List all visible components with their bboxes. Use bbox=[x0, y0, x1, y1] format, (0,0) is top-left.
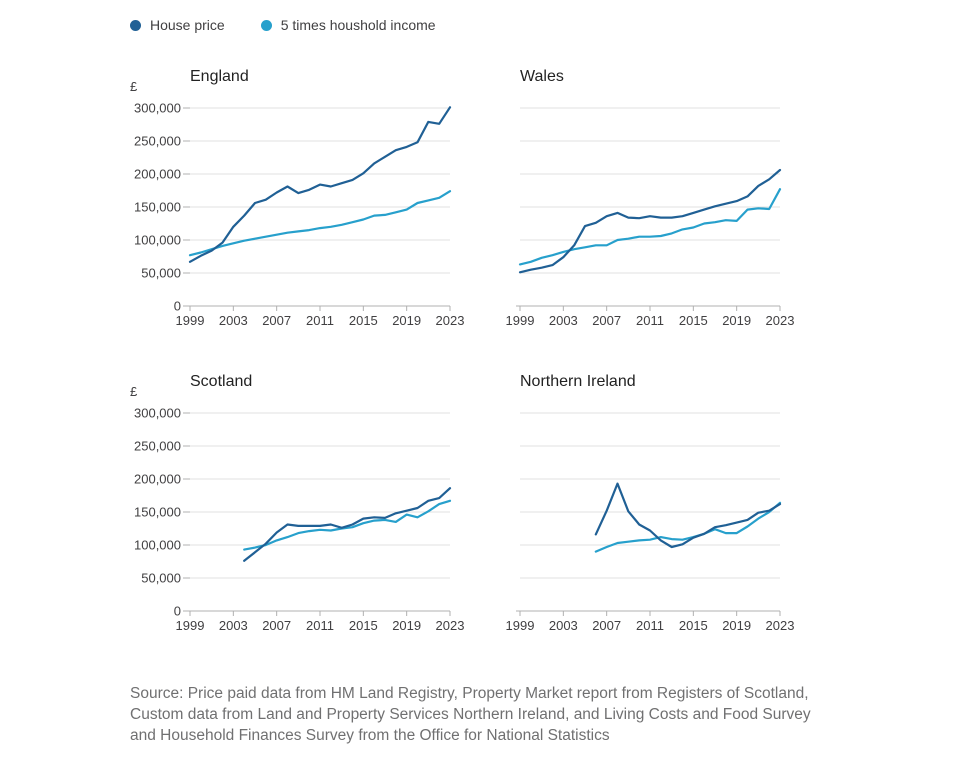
y-tick-label: 250,000 bbox=[134, 134, 181, 149]
x-tick-label: 2015 bbox=[679, 618, 708, 633]
panel-wales: Wales 1999 2003 2007 2011 2015 2019 2023 bbox=[506, 68, 795, 328]
legend-house-price-label: House price bbox=[150, 17, 225, 33]
y-tick-label: 100,000 bbox=[134, 538, 181, 553]
x-tick-label: 2019 bbox=[392, 618, 421, 633]
source-note: Source: Price paid data from HM Land Reg… bbox=[130, 685, 811, 744]
y-axis-unit-label: £ bbox=[130, 384, 138, 399]
y-tick-label: 300,000 bbox=[134, 101, 181, 116]
x-tick-label: 2007 bbox=[592, 618, 621, 633]
x-tick-label: 2023 bbox=[766, 618, 795, 633]
series-line-household-income bbox=[188, 190, 452, 257]
y-tick-label: 300,000 bbox=[134, 406, 181, 421]
x-tick-label: 1999 bbox=[506, 313, 535, 328]
panel-title: Scotland bbox=[190, 373, 252, 390]
x-tick-label: 2003 bbox=[219, 313, 248, 328]
y-tick-label: 150,000 bbox=[134, 505, 181, 520]
x-tick-label: 2007 bbox=[262, 313, 291, 328]
x-tick-label: 2023 bbox=[766, 313, 795, 328]
y-axis-unit-label: £ bbox=[130, 79, 138, 94]
panel-scotland: Scotland £0 50,000 100,000 150,000 200,000 250… bbox=[130, 373, 464, 633]
x-tick-label: 2007 bbox=[592, 313, 621, 328]
small-multiples-chart: England £0 50,000 100,000 150,000 200,000 250,… bbox=[130, 68, 795, 633]
x-tick-label: 2011 bbox=[636, 618, 664, 633]
x-tick-label: 2011 bbox=[636, 313, 664, 328]
panel-england: England £0 50,000 100,000 150,000 200,000 250,… bbox=[130, 68, 464, 328]
series-line-household-income bbox=[594, 501, 782, 553]
legend-item-house-price: House price bbox=[130, 17, 225, 33]
series-line-house-price bbox=[188, 106, 452, 263]
series-line-house-price bbox=[518, 168, 782, 274]
series-line-house-price bbox=[594, 482, 782, 549]
y-tick-label: 50,000 bbox=[141, 266, 181, 281]
legend-income-dot-icon bbox=[260, 19, 272, 31]
legend-house-price-dot-icon bbox=[130, 19, 141, 31]
y-tick-label: 100,000 bbox=[134, 233, 181, 248]
x-tick-label: 2015 bbox=[349, 618, 378, 633]
x-tick-label: 2003 bbox=[219, 618, 248, 633]
x-tick-label: 2019 bbox=[722, 313, 751, 328]
series-line-house-price bbox=[243, 487, 452, 562]
x-tick-label: 2011 bbox=[306, 618, 334, 633]
y-tick-label: 50,000 bbox=[141, 571, 181, 586]
x-tick-label: 2023 bbox=[436, 618, 465, 633]
y-tick-label: 0 bbox=[174, 299, 181, 314]
x-tick-label: 2019 bbox=[722, 618, 751, 633]
panel-title: Wales bbox=[520, 68, 564, 85]
x-tick-label: 2015 bbox=[349, 313, 378, 328]
legend: House price 5 times houshold income bbox=[130, 17, 436, 33]
x-tick-label: 2003 bbox=[549, 618, 578, 633]
x-tick-label: 2015 bbox=[679, 313, 708, 328]
legend-income-label: 5 times houshold income bbox=[280, 17, 436, 33]
x-tick-label: 2007 bbox=[262, 618, 291, 633]
y-tick-label: 0 bbox=[174, 604, 181, 619]
panel-title: Northern Ireland bbox=[520, 373, 636, 390]
x-tick-label: 2011 bbox=[306, 313, 334, 328]
y-tick-label: 250,000 bbox=[134, 439, 181, 454]
x-tick-label: 2019 bbox=[392, 313, 421, 328]
x-tick-label: 1999 bbox=[176, 618, 205, 633]
series-line-household-income bbox=[243, 499, 452, 551]
series-line-household-income bbox=[518, 188, 782, 266]
legend-item-income: 5 times houshold income bbox=[260, 17, 436, 33]
x-tick-label: 1999 bbox=[176, 313, 205, 328]
panel-northern-ireland: Northern Ireland 1999 2003 2007 2011 2015 2019… bbox=[506, 373, 795, 633]
y-tick-label: 200,000 bbox=[134, 167, 181, 182]
y-tick-label: 150,000 bbox=[134, 200, 181, 215]
x-tick-label: 2023 bbox=[436, 313, 465, 328]
y-tick-label: 200,000 bbox=[134, 472, 181, 487]
x-tick-label: 2003 bbox=[549, 313, 578, 328]
x-tick-label: 1999 bbox=[506, 618, 535, 633]
panel-title: England bbox=[190, 68, 249, 85]
